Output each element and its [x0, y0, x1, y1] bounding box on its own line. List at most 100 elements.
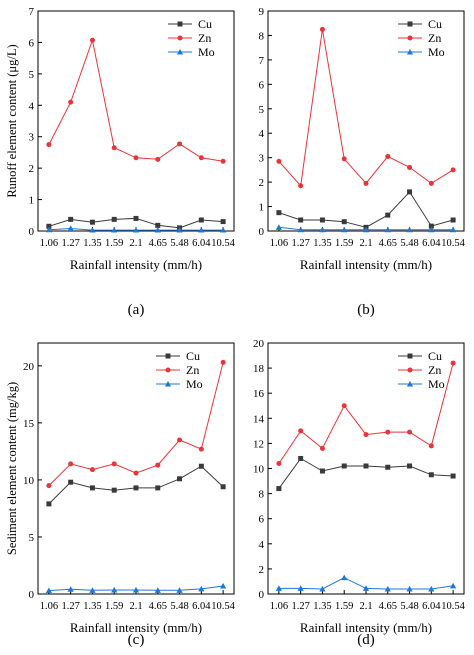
y-tick-label: 0: [259, 589, 265, 601]
data-point-cu: [385, 464, 391, 470]
y-tick-label: 4: [259, 539, 265, 551]
data-point-mo: [384, 585, 391, 592]
data-point-zn: [68, 461, 74, 467]
y-tick-label: 20: [23, 361, 35, 373]
x-tick-label: 4.65: [379, 601, 397, 612]
data-point-zn: [319, 445, 325, 451]
x-tick-label: 6.04: [422, 601, 441, 612]
legend-label-cu: Cu: [428, 349, 442, 363]
data-point-cu: [198, 217, 204, 223]
data-point-cu: [298, 455, 304, 461]
y-tick-label: 8: [259, 30, 265, 42]
x-tick-label: 10.54: [211, 238, 235, 249]
legend-swatch-marker: [177, 35, 183, 41]
data-point-zn: [220, 359, 226, 365]
y-axis-label: Runoff element content (μg/L): [5, 44, 19, 197]
series-line-cu: [278, 457, 454, 489]
data-point-zn: [428, 443, 434, 449]
x-tick-label: 2.1: [129, 601, 142, 612]
x-axis-label: Rainfall intensity (mm/h): [70, 620, 202, 635]
data-point-cu: [89, 219, 95, 225]
legend-swatch-marker: [165, 367, 171, 373]
x-tick-label: 1.27: [61, 601, 79, 612]
data-point-cu: [450, 217, 456, 223]
y-tick-label: 6: [259, 514, 265, 526]
data-point-cu: [133, 215, 139, 221]
series-line-zn: [278, 362, 454, 464]
x-tick-label: 1.59: [105, 238, 123, 249]
data-point-cu: [428, 223, 434, 229]
y-tick-label: 9: [259, 6, 265, 18]
y-tick-label: 2: [259, 177, 265, 189]
data-point-cu: [155, 222, 161, 228]
legend-swatch-marker: [407, 21, 413, 27]
data-point-mo: [450, 582, 457, 589]
legend-label-mo: Mo: [198, 45, 215, 59]
data-point-mo: [176, 587, 183, 593]
data-point-mo: [111, 226, 118, 233]
data-point-cu: [341, 219, 347, 225]
legend-label-mo: Mo: [428, 377, 445, 391]
data-point-zn: [111, 145, 117, 151]
data-point-mo: [111, 586, 118, 593]
data-point-zn: [68, 99, 74, 105]
x-tick-label: 1.27: [61, 238, 79, 249]
data-point-zn: [198, 155, 204, 161]
legend-label-zn: Zn: [428, 363, 441, 377]
data-point-mo: [198, 226, 205, 233]
y-tick-label: 14: [253, 413, 265, 425]
legend-swatch-marker: [407, 367, 413, 373]
data-point-zn: [89, 467, 95, 473]
legend-swatch-marker: [406, 380, 414, 387]
data-point-cu: [319, 468, 325, 474]
x-tick-label: 2.1: [129, 238, 142, 249]
data-point-zn: [111, 461, 117, 467]
data-point-zn: [298, 428, 304, 434]
legend-swatch-marker: [177, 21, 183, 27]
data-point-zn: [385, 153, 391, 159]
legend-label-cu: Cu: [186, 349, 200, 363]
data-point-cu: [68, 479, 74, 485]
data-point-zn: [46, 142, 52, 148]
data-point-zn: [177, 141, 183, 147]
data-point-mo: [362, 585, 370, 591]
x-tick-label: 5.48: [400, 601, 418, 612]
legend-swatch-marker: [407, 353, 413, 359]
data-point-cu: [407, 463, 413, 469]
y-tick-label: 2: [259, 564, 265, 576]
x-axis-label: Rainfall intensity (mm/h): [300, 257, 432, 272]
data-point-cu: [155, 485, 161, 491]
data-point-zn: [407, 429, 413, 435]
data-point-mo: [362, 226, 370, 233]
data-point-zn: [428, 180, 434, 186]
y-tick-label: 7: [259, 55, 265, 67]
x-tick-label: 1.06: [40, 601, 58, 612]
data-point-zn: [363, 432, 369, 438]
data-point-mo: [406, 226, 413, 233]
x-tick-label: 1.59: [335, 601, 353, 612]
data-point-zn: [133, 470, 139, 476]
legend-swatch-marker: [407, 35, 413, 41]
legend-label-zn: Zn: [198, 31, 211, 45]
data-point-mo: [275, 585, 282, 591]
y-tick-label: 12: [253, 438, 264, 450]
data-point-mo: [176, 226, 183, 233]
data-point-cu: [111, 487, 117, 493]
data-point-cu: [276, 486, 282, 492]
data-point-zn: [341, 156, 347, 162]
y-tick-label: 0: [29, 589, 35, 601]
data-point-cu: [319, 217, 325, 223]
data-point-cu: [341, 463, 347, 469]
data-point-zn: [276, 158, 282, 164]
panel-label: (a): [128, 302, 145, 318]
legend-label-cu: Cu: [198, 17, 212, 31]
data-point-mo: [154, 587, 161, 593]
legend-label-mo: Mo: [186, 377, 203, 391]
x-tick-label: 5.48: [170, 601, 188, 612]
data-point-mo: [275, 224, 282, 230]
data-point-cu: [68, 216, 74, 222]
y-tick-label: 7: [29, 6, 35, 18]
x-tick-label: 10.54: [441, 238, 465, 249]
data-point-cu: [450, 473, 456, 479]
x-tick-label: 6.04: [192, 238, 211, 249]
